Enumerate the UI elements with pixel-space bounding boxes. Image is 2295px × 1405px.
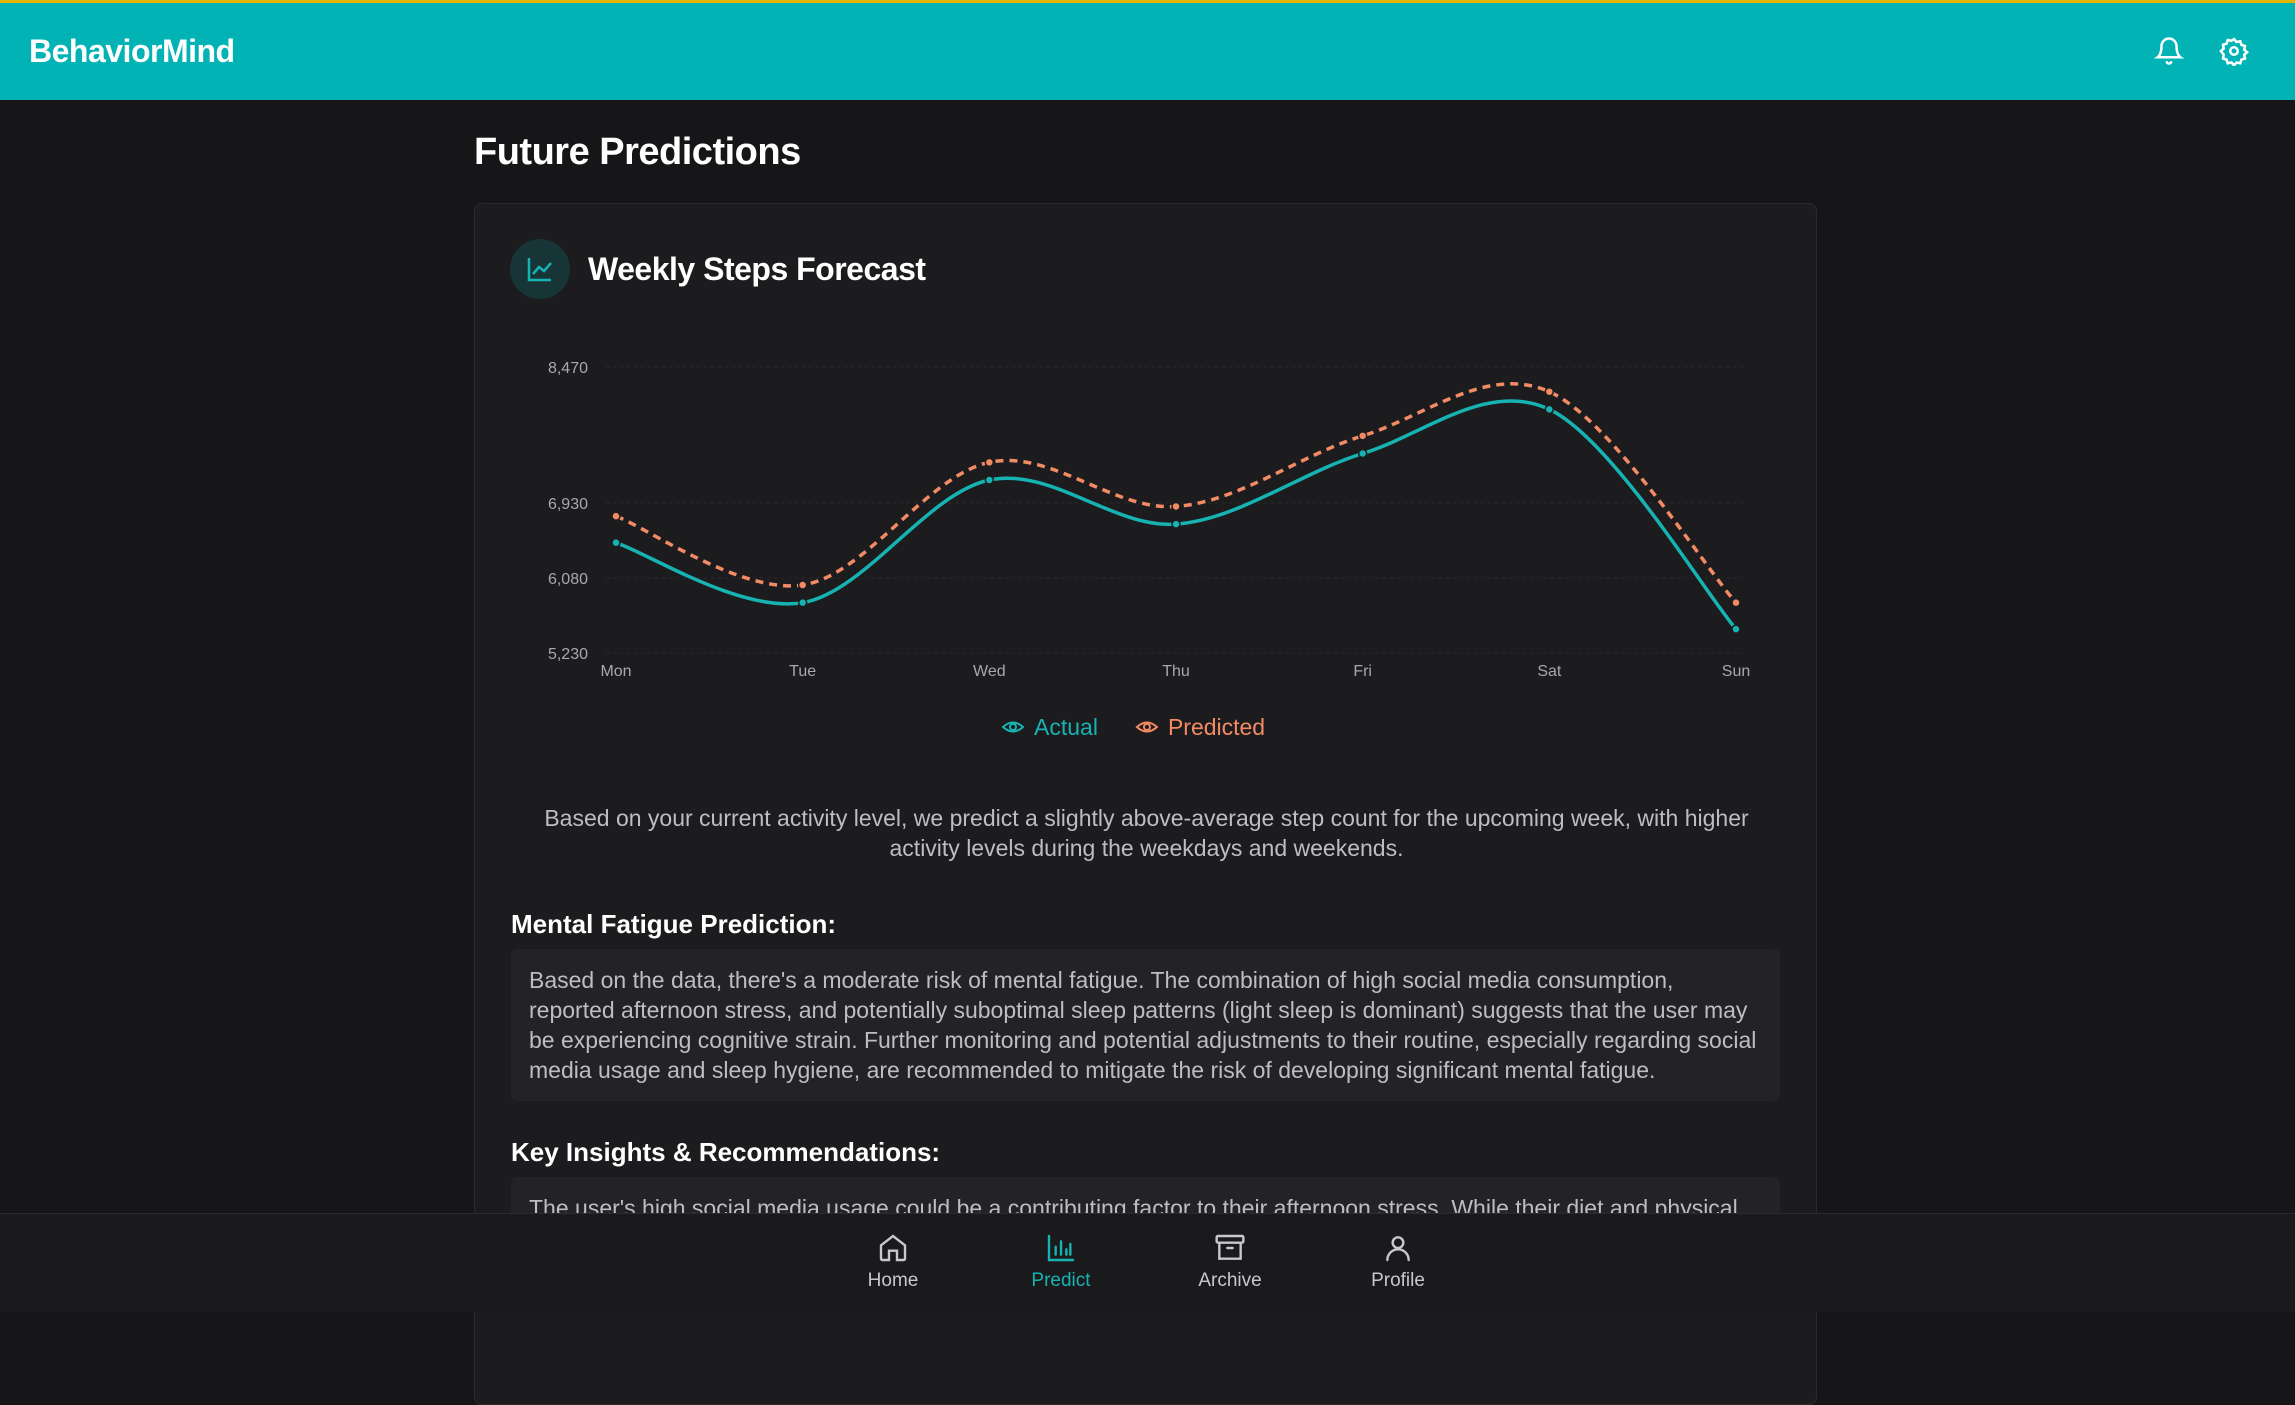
nav-label: Archive (1198, 1270, 1262, 1291)
y-tick-label: 6,930 (548, 496, 588, 513)
y-tick-label: 6,080 (548, 571, 588, 588)
nav-item[interactable]: Predict (981, 1232, 1141, 1292)
section-heading: Mental Fatigue Prediction: (511, 909, 837, 939)
y-tick-label: 8,470 (548, 360, 588, 377)
nav-label: Home (867, 1270, 919, 1291)
nav-item[interactable]: Profile (1318, 1232, 1478, 1292)
nav-item[interactable]: Home (813, 1232, 973, 1292)
legend-icon (1135, 721, 1159, 733)
data-point (984, 457, 995, 468)
x-tick-label: Wed (973, 663, 1006, 680)
series-line (615, 382, 1738, 604)
y-tick-label: 5,230 (548, 646, 588, 663)
card-title: Weekly Steps Forecast (588, 251, 926, 287)
summary: Based on your current activity level, we… (544, 805, 1749, 861)
data-point (1731, 597, 1741, 608)
page-title: Future Predictions (474, 131, 801, 173)
nav-icon (879, 1234, 907, 1262)
legend-label: Predicted (1168, 714, 1265, 740)
nav-label: Predict (1031, 1270, 1091, 1291)
data-point (1544, 386, 1555, 397)
nav-icon (1047, 1234, 1075, 1262)
legend-icon (1009, 723, 1017, 731)
data-point (1544, 404, 1555, 415)
section-heading: Key Insights & Recommendations: (511, 1137, 941, 1167)
data-point (611, 537, 621, 548)
section-text: Based on the data, there's a moderate ri… (511, 949, 1780, 1101)
nav-item[interactable]: Archive (1150, 1232, 1310, 1292)
legend-icon (1142, 723, 1151, 731)
bell-icon[interactable] (2154, 36, 2184, 66)
chart: 5,230 6,080 6,930 8,470 Mon Tue Wed Thu Fri Sat Su… (548, 360, 1750, 740)
data-point (1171, 501, 1181, 512)
legend-item[interactable]: Predicted (1135, 714, 1265, 740)
data-point (797, 597, 808, 608)
brand[interactable]: BehaviorMind (29, 33, 235, 69)
settings-icon[interactable] (2219, 36, 2249, 66)
series-line (615, 399, 1738, 631)
data-point (1357, 431, 1368, 441)
data-point (1731, 624, 1741, 634)
card-icon (510, 239, 570, 299)
data-point (1357, 448, 1368, 459)
bottom-nav: Home Predict Archive Profile (0, 1213, 2295, 1312)
nav-icon (1386, 1236, 1410, 1262)
x-tick-label: Sun (1722, 663, 1750, 680)
data-point (1171, 519, 1181, 529)
legend-icon (1001, 721, 1025, 733)
legend-label: Actual (1034, 714, 1098, 740)
x-tick-label: Thu (1162, 663, 1190, 680)
data-point (797, 580, 808, 590)
legend-item[interactable]: Actual (1001, 714, 1098, 740)
nav-label: Profile (1371, 1270, 1425, 1291)
data-point (984, 475, 995, 485)
data-point (611, 511, 621, 521)
x-tick-label: Fri (1353, 663, 1372, 680)
top-bar: BehaviorMind (0, 0, 2295, 100)
nav-icon (1215, 1234, 1245, 1260)
x-tick-label: Tue (789, 663, 816, 680)
x-tick-label: Sat (1537, 663, 1562, 680)
x-tick-label: Mon (600, 663, 631, 680)
